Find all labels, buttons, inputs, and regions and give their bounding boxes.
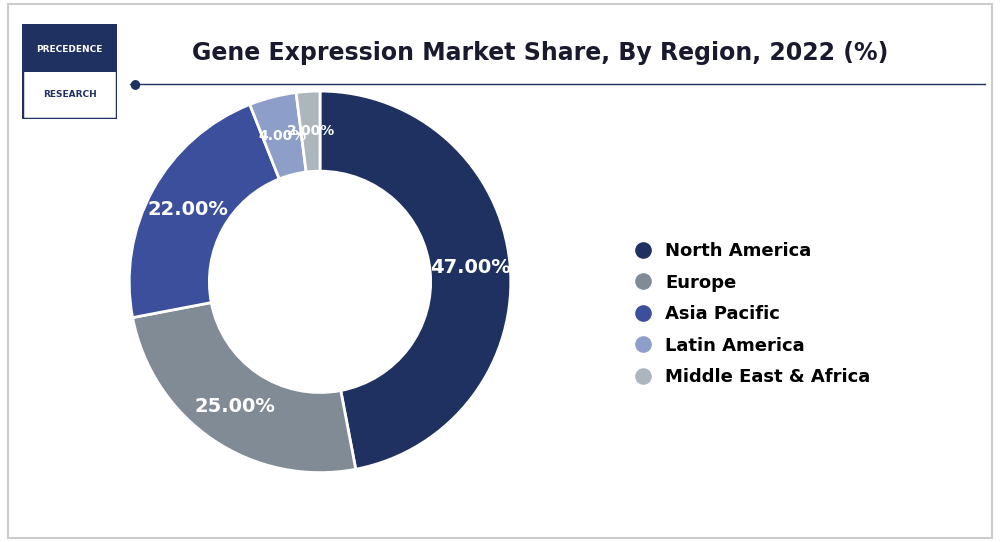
Text: PRECEDENCE: PRECEDENCE bbox=[36, 44, 103, 54]
Wedge shape bbox=[296, 91, 320, 172]
Wedge shape bbox=[320, 91, 511, 469]
Wedge shape bbox=[250, 93, 306, 179]
FancyBboxPatch shape bbox=[22, 24, 117, 119]
Wedge shape bbox=[133, 302, 356, 473]
Legend: North America, Europe, Asia Pacific, Latin America, Middle East & Africa: North America, Europe, Asia Pacific, Lat… bbox=[629, 235, 878, 393]
Text: 25.00%: 25.00% bbox=[195, 397, 276, 416]
Text: 4.00%: 4.00% bbox=[258, 129, 307, 143]
FancyBboxPatch shape bbox=[22, 24, 117, 72]
Text: 2.00%: 2.00% bbox=[286, 125, 335, 138]
Text: Gene Expression Market Share, By Region, 2022 (%): Gene Expression Market Share, By Region,… bbox=[192, 41, 888, 64]
Text: 22.00%: 22.00% bbox=[147, 200, 228, 219]
Text: ●: ● bbox=[130, 78, 140, 91]
Text: RESEARCH: RESEARCH bbox=[43, 90, 96, 99]
Text: 47.00%: 47.00% bbox=[430, 258, 510, 277]
Wedge shape bbox=[129, 105, 279, 318]
